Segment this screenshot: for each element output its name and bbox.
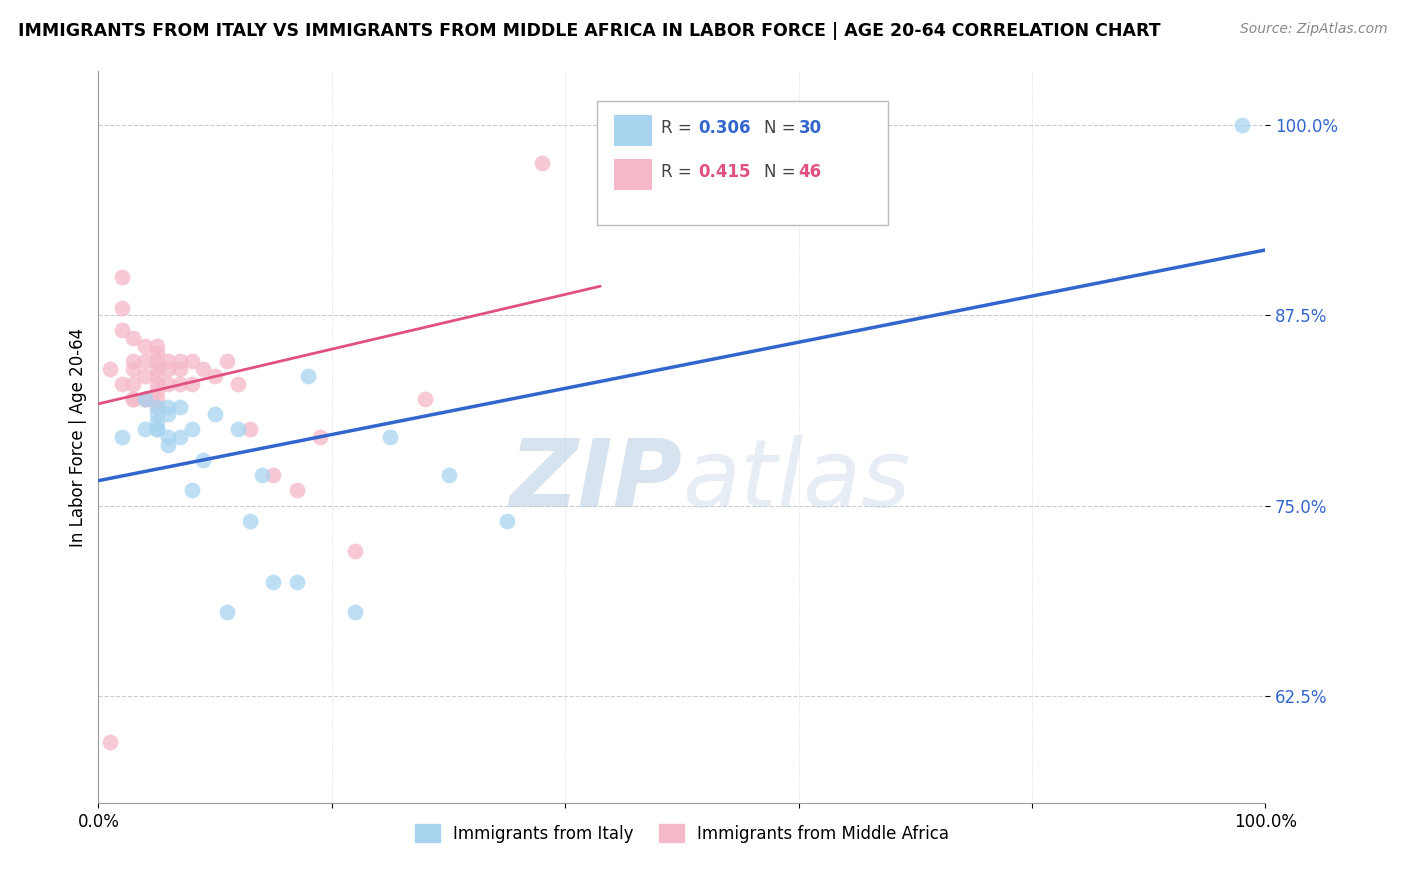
- Point: [204, 369, 226, 384]
- Point: [111, 301, 134, 315]
- Point: [193, 453, 215, 467]
- Y-axis label: In Labor Force | Age 20-64: In Labor Force | Age 20-64: [69, 327, 87, 547]
- Point: [146, 400, 169, 414]
- Point: [146, 400, 169, 414]
- Point: [122, 354, 145, 368]
- Text: IMMIGRANTS FROM ITALY VS IMMIGRANTS FROM MIDDLE AFRICA IN LABOR FORCE | AGE 20-6: IMMIGRANTS FROM ITALY VS IMMIGRANTS FROM…: [18, 22, 1161, 40]
- FancyBboxPatch shape: [614, 159, 651, 190]
- Text: 46: 46: [799, 162, 821, 180]
- Point: [146, 384, 169, 399]
- Point: [146, 369, 169, 384]
- Point: [134, 369, 156, 384]
- Point: [146, 346, 169, 360]
- Point: [146, 338, 169, 352]
- Point: [169, 361, 191, 376]
- Point: [530, 155, 553, 169]
- Point: [157, 407, 180, 421]
- Point: [146, 422, 169, 436]
- Point: [134, 392, 156, 406]
- Point: [111, 270, 134, 285]
- Point: [122, 361, 145, 376]
- Point: [496, 514, 519, 528]
- Point: [146, 415, 169, 429]
- Point: [134, 422, 156, 436]
- Point: [309, 430, 332, 444]
- Point: [239, 422, 262, 436]
- Point: [285, 574, 308, 589]
- Point: [134, 338, 156, 352]
- Point: [344, 605, 367, 619]
- Text: atlas: atlas: [682, 435, 910, 526]
- Point: [169, 400, 191, 414]
- Point: [122, 392, 145, 406]
- Point: [752, 148, 775, 162]
- Point: [122, 331, 145, 345]
- Point: [180, 483, 202, 498]
- Text: 0.306: 0.306: [699, 119, 751, 136]
- Point: [146, 407, 169, 421]
- Point: [228, 376, 250, 391]
- Point: [413, 392, 436, 406]
- Point: [111, 430, 134, 444]
- Text: 30: 30: [799, 119, 821, 136]
- Point: [157, 430, 180, 444]
- Point: [157, 400, 180, 414]
- Text: 0.415: 0.415: [699, 162, 751, 180]
- Point: [380, 430, 402, 444]
- Point: [262, 468, 284, 483]
- Text: ZIP: ZIP: [509, 435, 682, 527]
- Point: [204, 407, 226, 421]
- Point: [134, 392, 156, 406]
- Point: [157, 361, 180, 376]
- Text: R =: R =: [661, 119, 697, 136]
- Point: [134, 354, 156, 368]
- Point: [146, 354, 169, 368]
- Point: [157, 438, 180, 452]
- Point: [146, 392, 169, 406]
- Text: R =: R =: [661, 162, 697, 180]
- Point: [262, 574, 284, 589]
- Point: [239, 514, 262, 528]
- Point: [193, 361, 215, 376]
- Point: [228, 422, 250, 436]
- Point: [285, 483, 308, 498]
- Point: [344, 544, 367, 558]
- Point: [437, 468, 460, 483]
- Point: [157, 376, 180, 391]
- Point: [297, 369, 319, 384]
- Point: [180, 376, 202, 391]
- Point: [146, 422, 169, 436]
- Point: [111, 323, 134, 337]
- Text: Source: ZipAtlas.com: Source: ZipAtlas.com: [1240, 22, 1388, 37]
- Point: [169, 430, 191, 444]
- Point: [98, 735, 121, 749]
- Point: [146, 361, 169, 376]
- Point: [250, 468, 273, 483]
- Point: [122, 392, 145, 406]
- Point: [122, 376, 145, 391]
- Point: [215, 354, 238, 368]
- Text: N =: N =: [763, 119, 800, 136]
- Point: [134, 392, 156, 406]
- Point: [111, 376, 134, 391]
- Point: [146, 376, 169, 391]
- Point: [157, 354, 180, 368]
- FancyBboxPatch shape: [596, 101, 889, 225]
- Point: [169, 354, 191, 368]
- Legend: Immigrants from Italy, Immigrants from Middle Africa: Immigrants from Italy, Immigrants from M…: [408, 818, 956, 849]
- Point: [1230, 118, 1253, 132]
- Point: [98, 361, 121, 376]
- Point: [169, 376, 191, 391]
- Point: [215, 605, 238, 619]
- Point: [180, 422, 202, 436]
- Text: N =: N =: [763, 162, 800, 180]
- Point: [180, 354, 202, 368]
- FancyBboxPatch shape: [614, 115, 651, 146]
